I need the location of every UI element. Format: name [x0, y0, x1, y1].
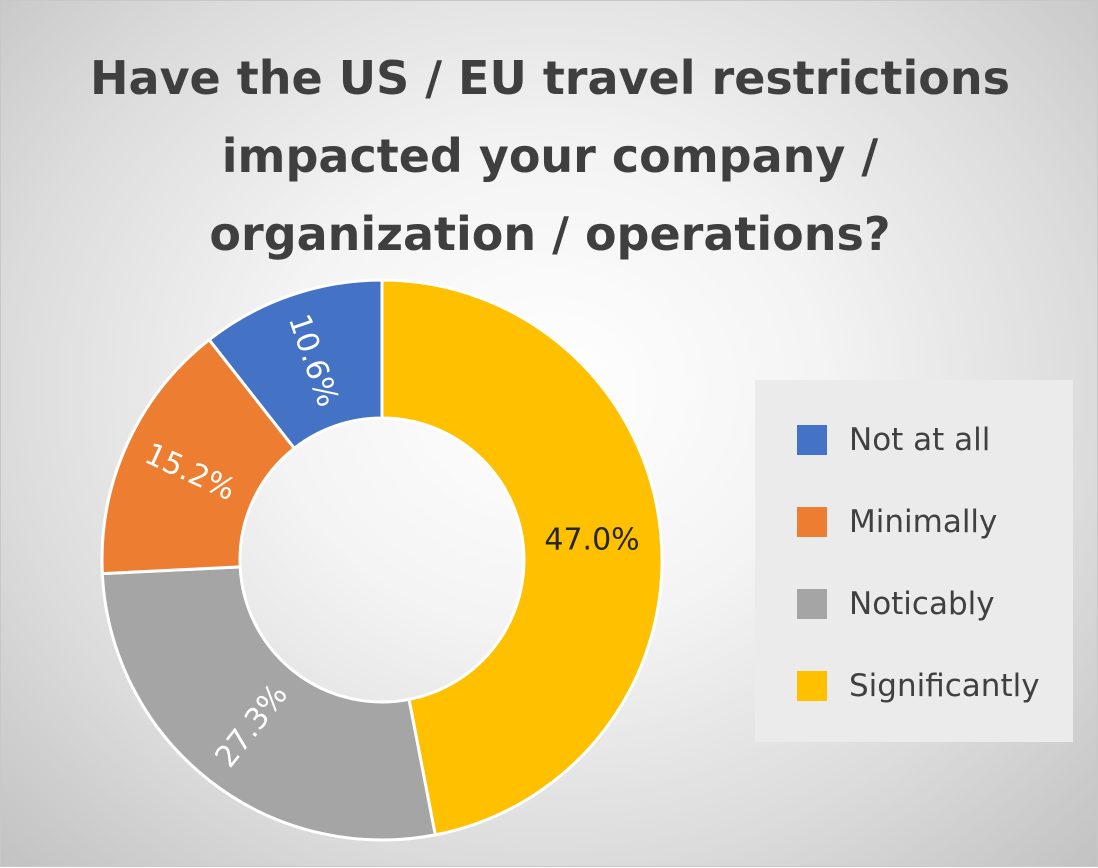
data-label-significantly: 47.0%: [544, 522, 639, 557]
legend-label-significantly: Significantly: [849, 668, 1040, 704]
chart-title-line-1: Have the US / EU travel restrictions: [90, 51, 1010, 105]
legend: Not at all Minimally Noticably Significa…: [755, 380, 1073, 742]
legend-label-minimally: Minimally: [849, 504, 998, 540]
legend-swatch-not-at-all: [797, 425, 827, 455]
legend-item-significantly: Significantly: [797, 666, 1040, 706]
chart-title-line-2: impacted your company /: [221, 129, 879, 183]
chart-title-line-3: organization / operations?: [209, 207, 891, 261]
legend-swatch-minimally: [797, 507, 827, 537]
slice-noticably: [100, 565, 438, 842]
legend-item-minimally: Minimally: [797, 502, 997, 542]
slice-significantly: [380, 278, 664, 837]
slice-minimally: [100, 337, 297, 576]
legend-label-noticably: Noticably: [849, 586, 995, 622]
slice-not-at-all: [207, 278, 384, 451]
legend-item-noticably: Noticably: [797, 584, 995, 624]
legend-swatch-significantly: [797, 671, 827, 701]
legend-swatch-noticably: [797, 589, 827, 619]
legend-label-not-at-all: Not at all: [849, 422, 991, 458]
legend-item-not-at-all: Not at all: [797, 420, 990, 460]
chart-title: Have the US / EU travel restrictions imp…: [21, 39, 1079, 273]
